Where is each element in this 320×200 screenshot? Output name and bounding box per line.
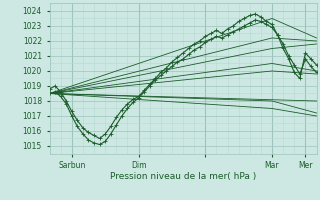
X-axis label: Pression niveau de la mer( hPa ): Pression niveau de la mer( hPa ) [110,172,256,181]
